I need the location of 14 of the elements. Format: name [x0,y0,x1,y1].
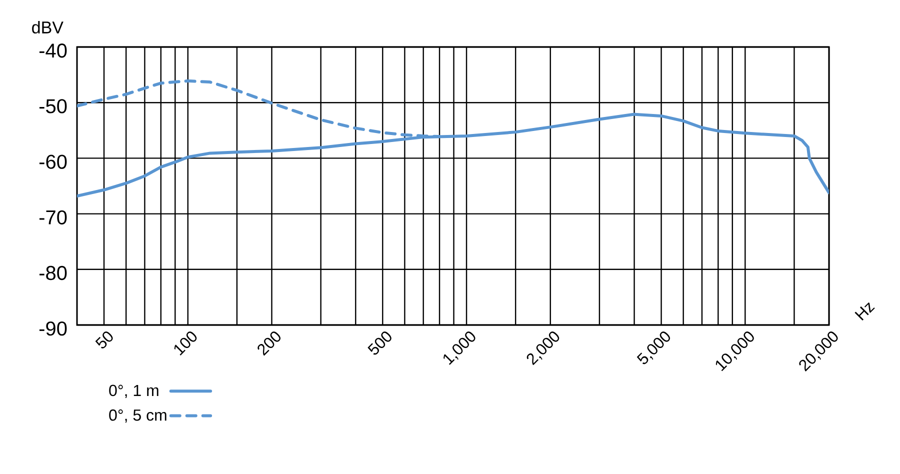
y-tick-label: -80 [39,266,67,280]
y-tick-label: -50 [39,99,67,114]
y-tick-label: -60 [39,154,67,169]
legend-label: 0°, 1 m [109,384,158,398]
x-tick-label: 200 [258,332,280,356]
x-tick-label: 50 [95,332,113,348]
x-axis-title: Hz [854,302,875,321]
x-tick-label: 500 [368,332,392,355]
y-tick-label: -40 [39,44,67,58]
y-axis-title: dBV [32,21,64,34]
legend-label: 0°, 5 cm [109,409,166,423]
y-tick-label: -70 [39,210,67,224]
x-tick-label: 100 [174,332,197,356]
y-tick-label: -90 [39,322,67,336]
